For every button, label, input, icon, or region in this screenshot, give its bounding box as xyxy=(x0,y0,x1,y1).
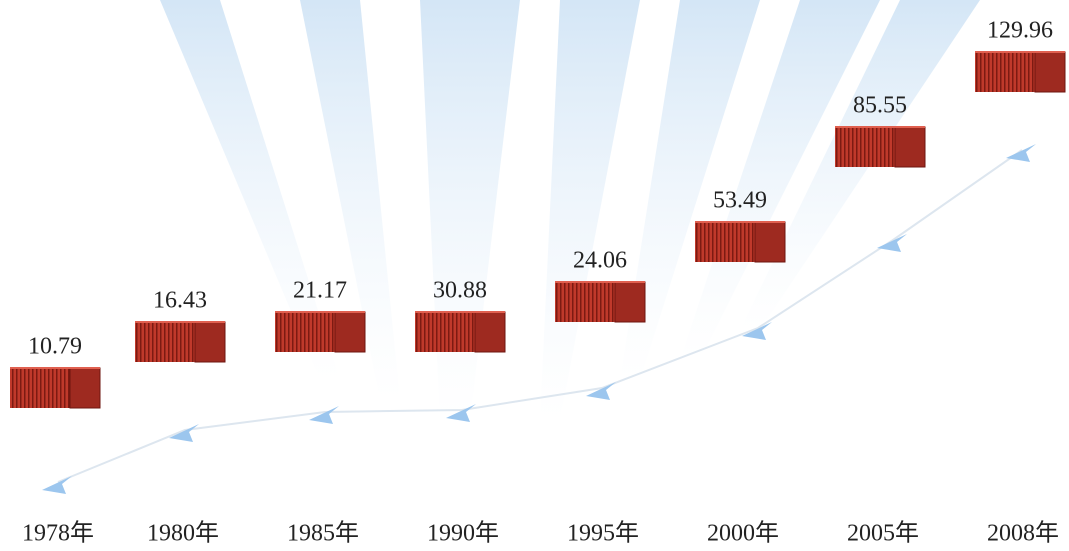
container xyxy=(10,367,101,409)
container-front xyxy=(835,127,895,167)
bird-icon xyxy=(742,322,772,340)
x-tick-label: 2000年 xyxy=(707,520,779,547)
container-side xyxy=(334,311,366,353)
bird-icon xyxy=(169,424,199,442)
x-tick-label: 2005年 xyxy=(847,520,919,547)
background-rays xyxy=(160,0,980,420)
container xyxy=(275,311,366,353)
bird-icon xyxy=(309,406,339,424)
x-tick-label: 1978年 xyxy=(22,520,94,547)
container-front xyxy=(415,312,475,352)
x-tick-label: 1980年 xyxy=(147,520,219,547)
container-side xyxy=(894,126,926,168)
container-side xyxy=(614,281,646,323)
value-label: 21.17 xyxy=(293,278,347,304)
value-label: 129.96 xyxy=(987,18,1053,44)
value-label: 10.79 xyxy=(28,334,82,360)
container-side xyxy=(754,221,786,263)
container-front xyxy=(275,312,335,352)
bird-icon xyxy=(42,476,72,494)
container xyxy=(555,281,646,323)
x-tick-label: 1990年 xyxy=(427,520,499,547)
x-tick-label: 2008年 xyxy=(987,520,1059,547)
trend-line xyxy=(57,149,1023,483)
container xyxy=(835,126,926,168)
container-front xyxy=(135,322,195,362)
bird-icon xyxy=(446,404,476,422)
container xyxy=(975,51,1066,93)
bird-icon xyxy=(586,382,616,400)
value-label: 16.43 xyxy=(153,288,207,314)
container-side xyxy=(1034,51,1066,93)
x-tick-label: 1985年 xyxy=(287,520,359,547)
container-side xyxy=(69,367,101,409)
container-front xyxy=(695,222,755,262)
value-label: 30.88 xyxy=(433,278,487,304)
container-side xyxy=(194,321,226,363)
x-tick-label: 1995年 xyxy=(567,520,639,547)
container xyxy=(415,311,506,353)
bird-icon xyxy=(1006,144,1036,162)
container-side xyxy=(474,311,506,353)
container xyxy=(135,321,226,363)
value-label: 53.49 xyxy=(713,188,767,214)
bird-icon xyxy=(877,234,907,252)
container-front xyxy=(555,282,615,322)
container xyxy=(695,221,786,263)
container-front xyxy=(10,368,70,408)
value-label: 24.06 xyxy=(573,248,627,274)
value-label: 85.55 xyxy=(853,93,907,119)
container-front xyxy=(975,52,1035,92)
